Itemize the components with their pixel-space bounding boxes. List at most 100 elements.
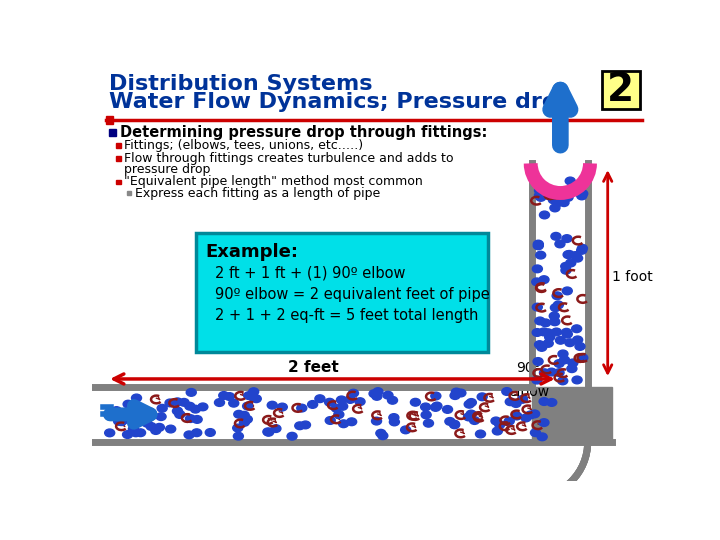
Ellipse shape	[267, 401, 277, 409]
Ellipse shape	[539, 418, 549, 427]
Ellipse shape	[179, 399, 189, 406]
Ellipse shape	[114, 417, 124, 425]
Ellipse shape	[562, 328, 572, 336]
Ellipse shape	[539, 369, 549, 376]
Ellipse shape	[495, 421, 505, 429]
Ellipse shape	[297, 404, 307, 412]
Ellipse shape	[233, 433, 243, 440]
Ellipse shape	[443, 406, 453, 413]
Ellipse shape	[552, 292, 562, 300]
Ellipse shape	[475, 430, 485, 438]
Ellipse shape	[205, 429, 215, 436]
Ellipse shape	[300, 421, 310, 429]
Ellipse shape	[532, 278, 541, 286]
Ellipse shape	[562, 330, 572, 338]
Ellipse shape	[572, 325, 582, 333]
Ellipse shape	[338, 402, 348, 410]
Ellipse shape	[521, 414, 531, 422]
Ellipse shape	[558, 350, 568, 358]
Ellipse shape	[572, 376, 582, 384]
Ellipse shape	[104, 429, 114, 437]
Text: Example:: Example:	[205, 244, 298, 261]
Ellipse shape	[467, 399, 477, 406]
Ellipse shape	[355, 398, 365, 406]
Ellipse shape	[555, 240, 565, 248]
Ellipse shape	[198, 403, 208, 411]
Ellipse shape	[248, 394, 258, 401]
Ellipse shape	[166, 425, 176, 433]
Ellipse shape	[552, 199, 562, 207]
Ellipse shape	[534, 187, 544, 194]
Ellipse shape	[128, 425, 138, 433]
Ellipse shape	[577, 245, 588, 252]
Ellipse shape	[315, 395, 325, 402]
Ellipse shape	[175, 410, 185, 418]
Text: pressure drop: pressure drop	[124, 163, 210, 176]
Ellipse shape	[562, 287, 572, 295]
Ellipse shape	[467, 410, 476, 418]
Ellipse shape	[531, 429, 541, 436]
Ellipse shape	[132, 394, 142, 402]
Ellipse shape	[530, 410, 539, 418]
Ellipse shape	[432, 402, 442, 410]
Ellipse shape	[559, 356, 570, 364]
Ellipse shape	[577, 247, 587, 254]
Text: 2 feet: 2 feet	[288, 360, 338, 375]
Ellipse shape	[558, 377, 568, 384]
Ellipse shape	[550, 304, 560, 312]
Ellipse shape	[369, 390, 379, 397]
Ellipse shape	[372, 417, 382, 425]
Ellipse shape	[345, 396, 355, 403]
Text: 2 ft + 1 ft + (1) 90º elbow: 2 ft + 1 ft + (1) 90º elbow	[215, 265, 405, 280]
Ellipse shape	[546, 399, 557, 406]
Ellipse shape	[570, 252, 580, 259]
Ellipse shape	[572, 254, 582, 262]
Ellipse shape	[532, 376, 542, 384]
Ellipse shape	[557, 195, 567, 203]
Ellipse shape	[541, 319, 551, 327]
Ellipse shape	[512, 412, 522, 420]
Ellipse shape	[264, 428, 274, 436]
Text: Flow through fittings creates turbulence and adds to: Flow through fittings creates turbulence…	[124, 152, 454, 165]
Text: 90º elbow = 2 equivalent feet of pipe: 90º elbow = 2 equivalent feet of pipe	[215, 287, 490, 301]
Bar	[117, 179, 121, 184]
Bar	[127, 191, 132, 195]
Ellipse shape	[123, 400, 133, 408]
Bar	[109, 129, 116, 136]
Ellipse shape	[219, 392, 229, 399]
Ellipse shape	[537, 433, 547, 441]
Ellipse shape	[572, 336, 582, 344]
Ellipse shape	[287, 433, 297, 440]
Ellipse shape	[562, 235, 572, 242]
Ellipse shape	[536, 193, 546, 201]
Bar	[532, 140, 588, 387]
Ellipse shape	[376, 429, 386, 437]
Ellipse shape	[186, 415, 195, 422]
Ellipse shape	[550, 204, 560, 212]
Ellipse shape	[565, 177, 575, 185]
Ellipse shape	[389, 414, 399, 421]
Ellipse shape	[431, 403, 441, 411]
Ellipse shape	[532, 303, 542, 311]
Ellipse shape	[378, 432, 388, 440]
Ellipse shape	[215, 399, 225, 407]
Text: 2 + 1 + 2 eq-ft = 5 feet total length: 2 + 1 + 2 eq-ft = 5 feet total length	[215, 308, 478, 323]
Ellipse shape	[233, 424, 243, 432]
Ellipse shape	[240, 418, 249, 426]
Ellipse shape	[533, 357, 543, 366]
Ellipse shape	[185, 402, 195, 410]
Ellipse shape	[535, 317, 545, 325]
Ellipse shape	[242, 415, 252, 423]
Ellipse shape	[184, 431, 194, 438]
Ellipse shape	[307, 401, 318, 408]
Bar	[532, 387, 588, 442]
Ellipse shape	[191, 406, 200, 413]
Ellipse shape	[561, 262, 571, 270]
Bar	[106, 117, 113, 124]
Ellipse shape	[539, 397, 549, 406]
Ellipse shape	[553, 301, 563, 309]
Ellipse shape	[146, 423, 156, 430]
Ellipse shape	[561, 266, 571, 274]
Ellipse shape	[251, 395, 261, 403]
Ellipse shape	[545, 192, 555, 200]
